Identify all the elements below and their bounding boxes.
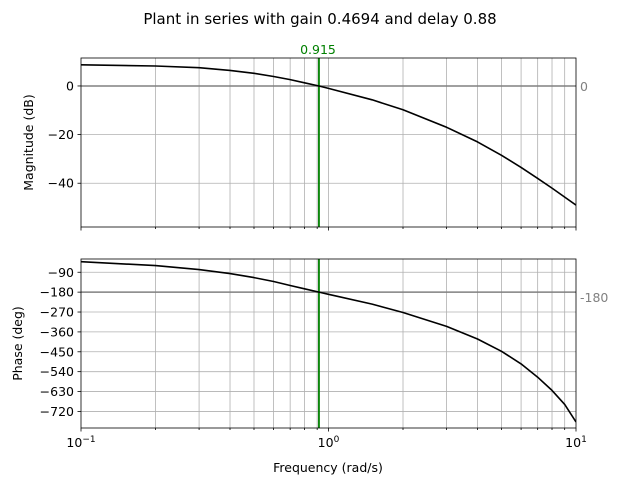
magnitude-ylabel: Magnitude (dB) — [21, 94, 36, 190]
x-tick-label: 101 — [565, 435, 587, 450]
phase-curve-group — [81, 260, 576, 423]
crossover-label: 0.915 — [300, 42, 336, 57]
magnitude-ticks: 0 −20 −40 — [48, 78, 577, 231]
phase-ytick-label: −90 — [48, 265, 74, 280]
x-axis-label: Frequency (rad/s) — [273, 460, 383, 475]
phase-ytick-label: −450 — [40, 344, 74, 359]
phase-reference-label: -180 — [580, 290, 608, 305]
magnitude-axes-frame — [80, 57, 577, 228]
magnitude-curve — [81, 64, 576, 206]
phase-grid — [81, 259, 576, 428]
magnitude-ytick-label: 0 — [66, 78, 74, 93]
phase-ylabel: Phase (deg) — [10, 306, 25, 381]
chart-title: Plant in series with gain 0.4694 and del… — [143, 10, 496, 28]
phase-ytick-label: −270 — [40, 305, 74, 320]
phase-axes-frame — [80, 258, 577, 429]
phase-ytick-label: −630 — [40, 384, 74, 399]
magnitude-reference-label: 0 — [580, 79, 588, 94]
phase-ytick-label: −180 — [40, 285, 74, 300]
magnitude-ytick-label: −40 — [48, 176, 74, 191]
phase-panel: −90 −180 −270 −360 −450 −540 −630 −720 -180 Pha… — [10, 258, 608, 432]
magnitude-panel: 0 −20 −40 0.915 0 Magnitude (dB) — [21, 42, 588, 231]
magnitude-ytick-label: −20 — [48, 127, 74, 142]
phase-ytick-label: −720 — [40, 404, 74, 419]
phase-ticks: −90 −180 −270 −360 −450 −540 −630 −720 — [40, 265, 577, 432]
x-tick-label: 10−1 — [66, 435, 95, 450]
x-tick-label: 100 — [318, 435, 340, 450]
x-tick-labels: 10−1 100 101 — [66, 435, 586, 450]
phase-ytick-label: −360 — [40, 324, 74, 339]
magnitude-grid — [81, 58, 576, 227]
phase-curve — [81, 260, 576, 423]
magnitude-curve-group — [81, 64, 576, 206]
phase-ytick-label: −540 — [40, 364, 74, 379]
